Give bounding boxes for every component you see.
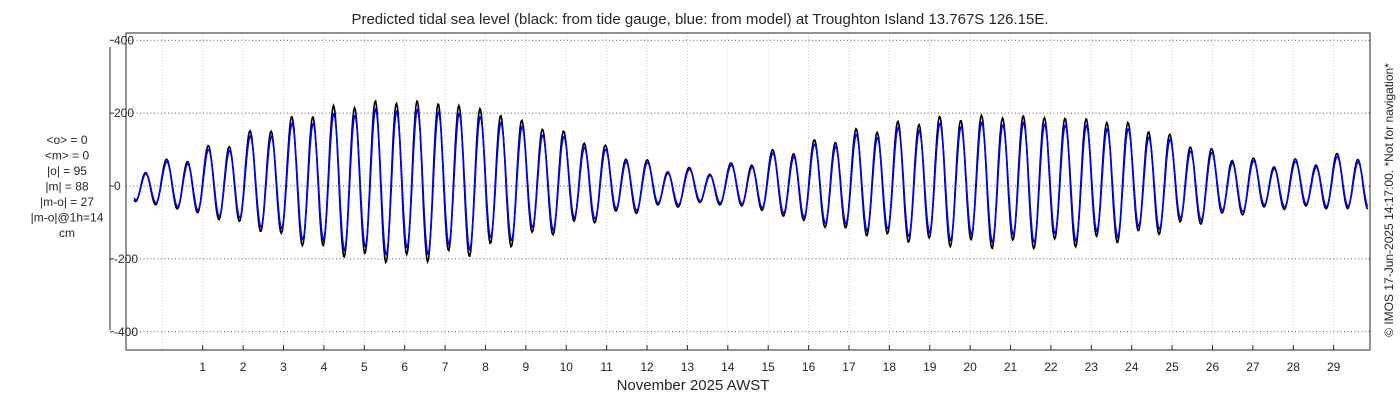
statistic-line: <m> = 0 [45,149,90,163]
credit-note: © IMOS 17-Jun-2025 14:17:00. *Not for na… [1382,63,1396,337]
x-tick-label: 22 [1044,360,1058,374]
x-tick-label: 28 [1287,360,1301,374]
x-tick-label: 12 [640,360,654,374]
x-tick-label: 4 [321,360,328,374]
y-tick-label: 400 [114,33,134,47]
x-tick-label: 25 [1165,360,1179,374]
x-tick-label: 17 [842,360,856,374]
y-tick-label: 0 [114,179,121,193]
chart-title: Predicted tidal sea level (black: from t… [351,11,1048,28]
statistic-line: |m-o| = 27 [40,195,94,209]
x-tick-label: 1 [199,360,206,374]
x-tick-label: 23 [1085,360,1099,374]
x-tick-label: 2 [240,360,247,374]
x-tick-label: 21 [1004,360,1018,374]
plot-area [126,33,1370,350]
x-tick-label: 11 [600,360,613,374]
x-tick-label: 16 [802,360,816,374]
x-tick-label: 3 [280,360,287,374]
x-tick-label: 26 [1206,360,1220,374]
x-tick-label: 13 [681,360,695,374]
x-tick-label: 15 [762,360,776,374]
x-tick-label: 18 [883,360,897,374]
x-tick-label: 27 [1246,360,1260,374]
grid-lines [126,33,1370,350]
statistic-line: <o> = 0 [46,133,87,147]
x-tick-label: 20 [963,360,977,374]
x-tick-label: 19 [923,360,937,374]
x-tick-label: 9 [523,360,530,374]
y-tick-label: 200 [114,106,134,120]
statistic-line: |m-o|@1h=14 [31,211,104,225]
plot-frame [125,32,1371,351]
statistic-line: cm [59,226,75,240]
x-tick-label: 24 [1125,360,1139,374]
series-line-model [133,107,1369,257]
x-tick-label: 29 [1327,360,1341,374]
statistic-line: |m| = 88 [45,180,89,194]
x-tick-label: 6 [401,360,408,374]
statistic-line: |o| = 95 [47,164,87,178]
series-lines [133,99,1369,265]
x-tick-label: 10 [560,360,574,374]
y-tick-label: -200 [114,252,138,266]
x-axis: 1 2 3 4 5 6 7 8 9 10 11 12 13 14 15 16 17 18 19 20 21 22 23 24 2… [199,345,1341,374]
x-tick-label: 5 [361,360,368,374]
statistics-panel: <o> = 0 <m> = 0|o| = 95 |m| = 88|m-o| = 27… [31,133,104,240]
x-tick-label: 7 [442,360,449,374]
x-tick-label: 14 [721,360,735,374]
y-axis: -400 -200 0 200 400 [110,33,138,339]
y-tick-label: -400 [114,325,138,339]
x-axis-label: November 2025 AWST [617,377,770,394]
x-tick-label: 8 [482,360,489,374]
